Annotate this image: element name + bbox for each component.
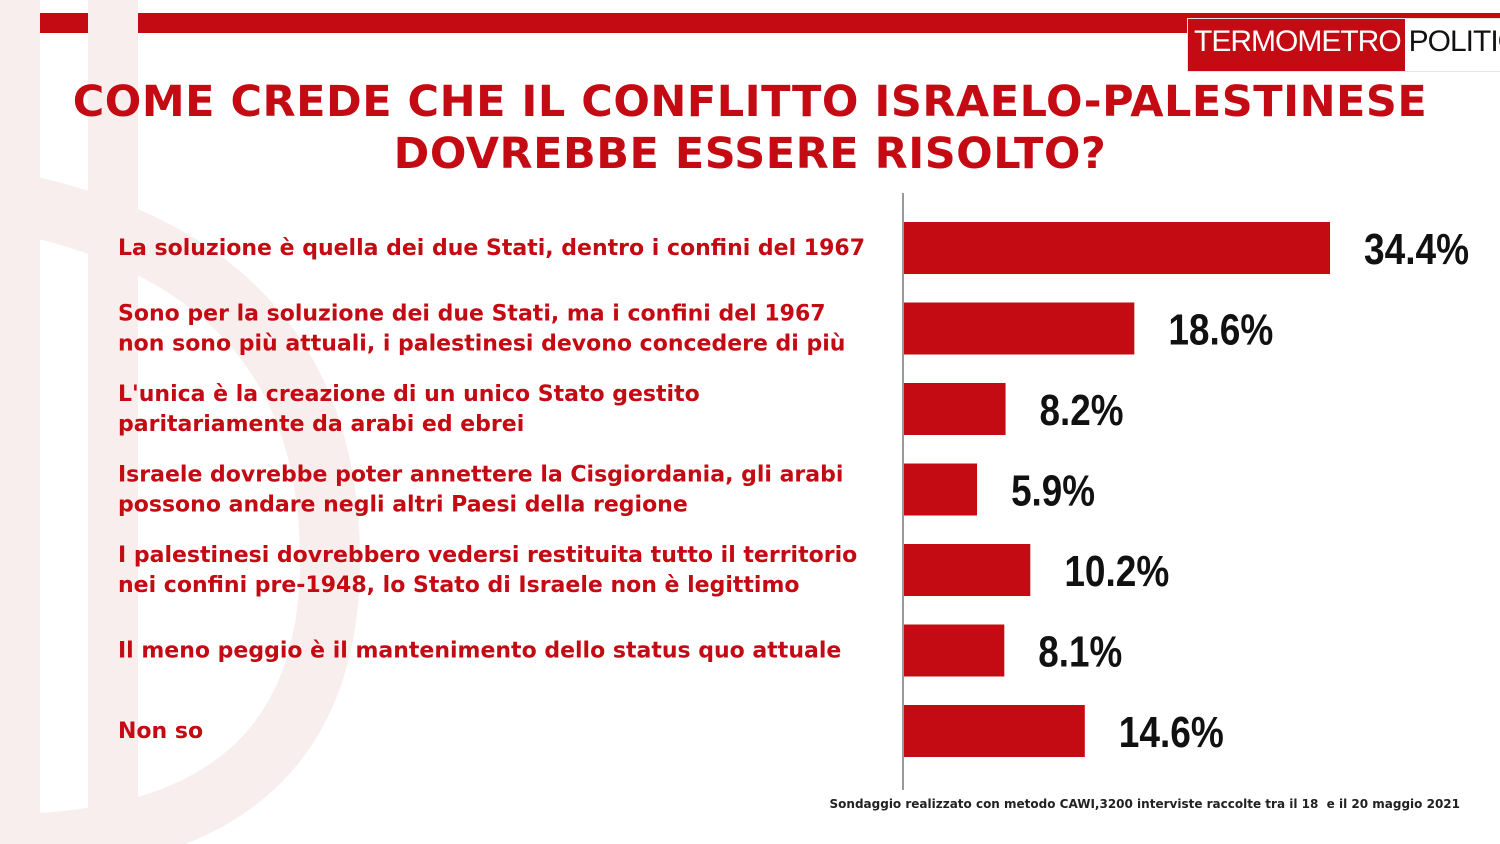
bar-5 <box>904 544 1031 596</box>
chart-title: COME CREDE CHE IL CONFLITTO ISRAELO-PALE… <box>0 76 1500 180</box>
value-label-7: 14.6% <box>1119 708 1224 757</box>
value-label-1: 34.4% <box>1364 225 1469 274</box>
category-label-3-line-1: L'unica è la creazione di un unico Stato… <box>118 382 700 407</box>
bar-1 <box>904 222 1330 274</box>
category-label-6-line-1: Il meno peggio è il mantenimento dello s… <box>118 639 841 664</box>
category-label-4-line-2: possono andare negli altri Paesi della r… <box>118 493 688 518</box>
brand-logo-part1: TERMOMETRO <box>1188 19 1405 71</box>
category-label-5-line-2: nei confini pre-1948, lo Stato di Israel… <box>118 573 799 598</box>
value-label-5: 10.2% <box>1064 547 1169 596</box>
category-label-3-line-2: paritariamente da arabi ed ebrei <box>118 412 524 437</box>
category-label-4-line-1: Israele dovrebbe poter annettere la Cisg… <box>118 463 843 488</box>
bars-layer: 34.4% La soluzione è quella dei due Stati… <box>118 222 1469 757</box>
chart-title-line-1: COME CREDE CHE IL CONFLITTO ISRAELO-PALE… <box>72 77 1428 127</box>
category-label-5-line-1: I palestinesi dovrebbero vedersi restitu… <box>118 543 857 568</box>
background-watermark <box>0 0 361 844</box>
bar-2 <box>904 302 1135 355</box>
methodology-footnote: Sondaggio realizzato con metodo CAWI,320… <box>829 797 1460 811</box>
top-accent-bar <box>0 13 1500 33</box>
value-label-3: 8.2% <box>1040 386 1124 435</box>
bar-7 <box>904 705 1085 757</box>
value-label-4: 5.9% <box>1011 467 1095 516</box>
category-label-7-line-1: Non so <box>118 719 203 744</box>
value-label-2: 18.6% <box>1168 306 1273 355</box>
category-label-2-line-2: non sono più attuali, i palestinesi devo… <box>118 332 845 357</box>
chart-title-line-2: DOVREBBE ESSERE RISOLTO? <box>393 129 1107 179</box>
category-label-2-line-1: Sono per la soluzione dei due Stati, ma … <box>118 302 826 327</box>
value-label-6: 8.1% <box>1038 628 1122 677</box>
bar-4 <box>904 463 978 516</box>
bar-6 <box>904 624 1005 677</box>
bar-3 <box>904 383 1006 435</box>
category-label-1-line-1: La soluzione è quella dei due Stati, den… <box>118 236 865 261</box>
